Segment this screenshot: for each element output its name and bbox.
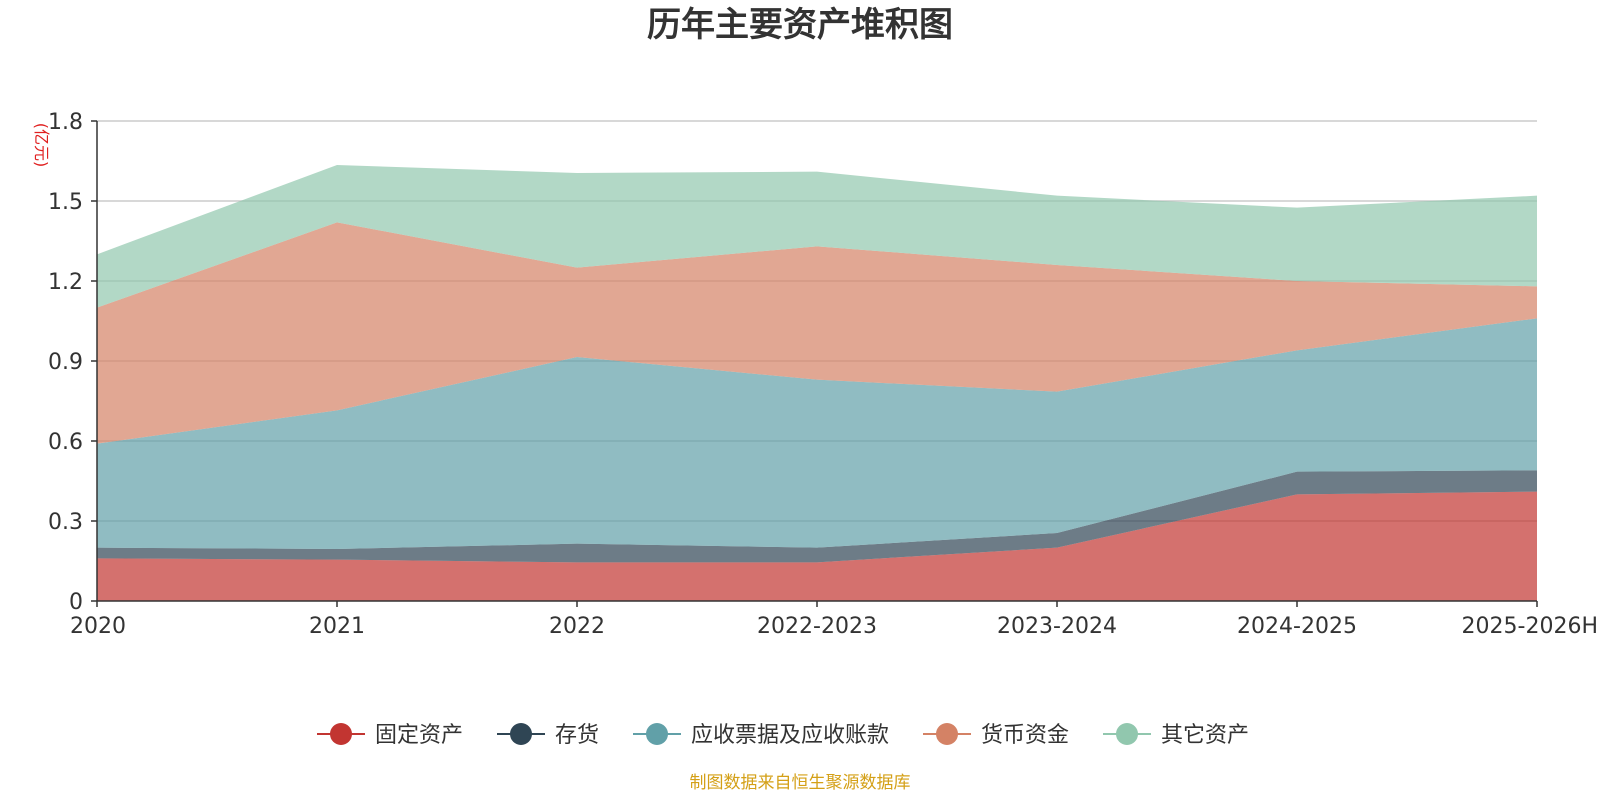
y-tick-label: 0: [69, 590, 83, 615]
y-tick-label: 1.2: [48, 270, 83, 295]
y-tick-label: 1.5: [48, 190, 83, 215]
x-tick-label: 2021: [309, 614, 365, 639]
legend-circle-icon: [936, 723, 958, 745]
legend-circle-icon: [1116, 723, 1138, 745]
legend-label: 固定资产: [375, 723, 463, 748]
data-source-note: 制图数据来自恒生聚源数据库: [690, 773, 911, 793]
y-tick-label: 0.6: [48, 430, 83, 455]
axes: 0 0.3 0.6 0.9 1.2 1.5 1.8 2020 2021 2022 2022-2023…: [48, 110, 1598, 639]
legend-label: 货币资金: [981, 723, 1069, 748]
chart-title: 历年主要资产堆积图: [647, 5, 953, 45]
y-tick-label: 0.9: [48, 350, 83, 375]
area-固定资产: [97, 491, 1537, 601]
x-tick-label: 2022-2023: [757, 614, 877, 639]
area-存货: [97, 470, 1537, 563]
area-货币资金: [97, 222, 1537, 444]
legend-label: 应收票据及应收账款: [691, 723, 889, 748]
legend[interactable]: 固定资产 存货 应收票据及应收账款 货币资金 其它资产: [317, 723, 1249, 748]
legend-item-货币资金[interactable]: 货币资金: [923, 723, 1069, 748]
area-其它资产: [97, 165, 1537, 308]
legend-circle-icon: [646, 723, 668, 745]
y-tick-label: 0.3: [48, 510, 83, 535]
area-应收票据及应收账款: [97, 318, 1537, 549]
legend-item-其它资产[interactable]: 其它资产: [1103, 723, 1249, 748]
legend-circle-icon: [510, 723, 532, 745]
y-axis-unit: (亿元): [32, 123, 51, 168]
legend-circle-icon: [330, 723, 352, 745]
x-tick-label: 2024-2025: [1237, 614, 1357, 639]
y-tick-label: 1.8: [48, 110, 83, 135]
legend-item-存货[interactable]: 存货: [497, 723, 599, 748]
legend-item-应收票据及应收账款[interactable]: 应收票据及应收账款: [633, 723, 889, 748]
x-tick-label: 2025-2026H: [1462, 614, 1598, 639]
legend-label: 其它资产: [1161, 723, 1249, 748]
x-tick-label: 2023-2024: [997, 614, 1117, 639]
area-series: [97, 165, 1537, 601]
x-tick-label: 2020: [70, 614, 126, 639]
legend-label: 存货: [555, 723, 599, 748]
x-tick-label: 2022: [549, 614, 605, 639]
legend-item-固定资产[interactable]: 固定资产: [317, 723, 463, 748]
